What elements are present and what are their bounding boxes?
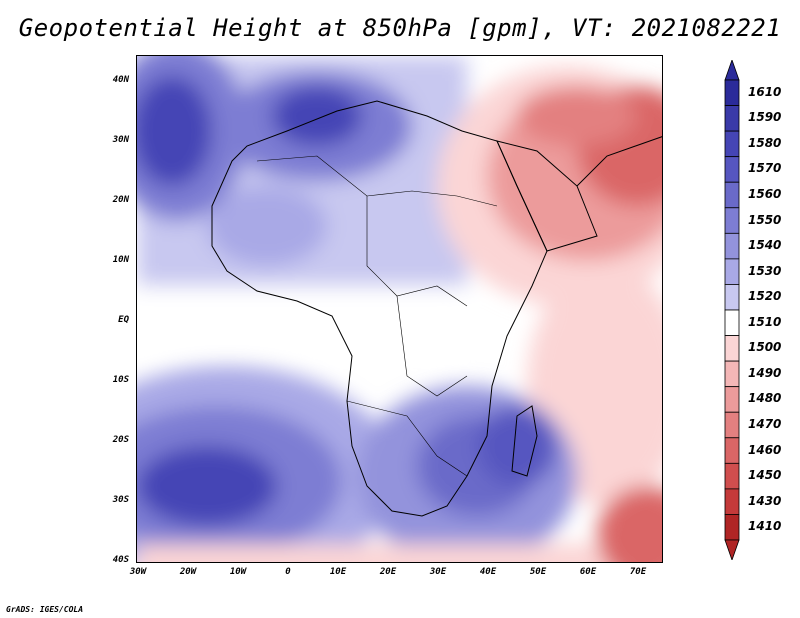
colorbar-swatch-1410 (724, 514, 740, 541)
colorbar-swatch-1550 (724, 207, 740, 234)
colorbar-label-1590: 1590 (748, 110, 782, 125)
colorbar-swatch-1540 (724, 232, 740, 260)
colorbar-top-arrow (724, 60, 740, 81)
lat-label-eq: EQ (118, 315, 129, 325)
colorbar-label-1490: 1490 (748, 365, 782, 380)
colorbar-label-1510: 1510 (748, 314, 782, 329)
colorbar-label-1580: 1580 (748, 135, 782, 150)
lon-label-20e: 20E (379, 567, 397, 577)
colorbar-swatch-1430 (724, 488, 740, 515)
border-south-central (396, 295, 468, 397)
colorbar-swatch-1470 (724, 411, 740, 439)
arabia-coastline (496, 140, 598, 252)
colorbar-swatch-1520 (724, 284, 740, 311)
lon-label-70e: 70E (629, 567, 647, 577)
chart-title: Geopotential Height at 850hPa [gpm], VT:… (18, 14, 782, 42)
lat-label-10s: 10S (112, 375, 129, 385)
map-panel (136, 55, 663, 563)
height-field-shading (137, 56, 662, 562)
lat-label-20s: 20S (112, 435, 129, 445)
lon-label-10w: 10W (229, 567, 247, 577)
colorbar-swatch-1480 (724, 386, 740, 413)
colorbar-label-1560: 1560 (748, 187, 782, 201)
lat-label-40n: 40N (112, 75, 129, 85)
country-borders (256, 155, 498, 477)
colorbar-label-1450: 1450 (748, 468, 782, 483)
colorbar-label-1540: 1540 (748, 238, 782, 253)
lon-label-30e: 30E (429, 567, 447, 577)
colorbar (724, 60, 740, 560)
colorbar-label-1460: 1460 (748, 442, 782, 457)
colorbar-label-1470: 1470 (748, 417, 782, 431)
colorbar-label-1570: 1570 (748, 161, 782, 176)
colorbar-swatch-1460 (724, 437, 740, 464)
lat-label-30s: 30S (112, 495, 129, 505)
colorbar-swatch-1610 (724, 79, 740, 106)
credit-text: GrADS: IGES/COLA (6, 605, 84, 614)
lat-label-10n: 10N (112, 255, 129, 265)
border-south (346, 400, 468, 477)
lon-label-40e: 40E (479, 567, 497, 577)
iran-coastline (576, 136, 662, 187)
colorbar-swatch-1490 (724, 360, 740, 388)
border-sahel (256, 155, 498, 207)
colorbar-swatch-1570 (724, 156, 740, 183)
lon-label-10e: 10E (329, 567, 347, 577)
colorbar-swatch-1580 (724, 130, 740, 158)
lon-label-0: 0 (285, 567, 291, 577)
lon-label-50e: 50E (529, 567, 547, 577)
lat-label-20n: 20N (112, 195, 129, 205)
colorbar-label-1430: 1430 (748, 493, 782, 508)
colorbar-label-1500: 1500 (748, 340, 782, 355)
colorbar-label-1530: 1530 (748, 263, 782, 278)
colorbar-label-1610: 1610 (748, 84, 782, 99)
colorbar-swatch-1530 (724, 258, 740, 285)
colorbar-label-1480: 1480 (748, 391, 782, 406)
colorbar-swatch-1500 (724, 335, 740, 362)
lat-label-40s: 40S (112, 555, 129, 565)
height-field-map (137, 56, 662, 562)
colorbar-swatch-1560 (724, 181, 740, 209)
colorbar-label-1550: 1550 (748, 212, 782, 227)
colorbar-swatch-1510 (724, 309, 740, 336)
colorbar-label-1410: 1410 (748, 519, 782, 534)
colorbar-swatch-1590 (724, 105, 740, 132)
lon-label-20w: 20W (179, 567, 197, 577)
colorbar-label-1520: 1520 (748, 289, 782, 304)
colorbar-swatch-1450 (724, 462, 740, 490)
madagascar-coastline (511, 405, 538, 477)
colorbar-bottom-arrow (724, 539, 740, 560)
lon-label-30w: 30W (129, 567, 147, 577)
lat-label-30n: 30N (112, 135, 129, 145)
lon-label-60e: 60E (579, 567, 597, 577)
